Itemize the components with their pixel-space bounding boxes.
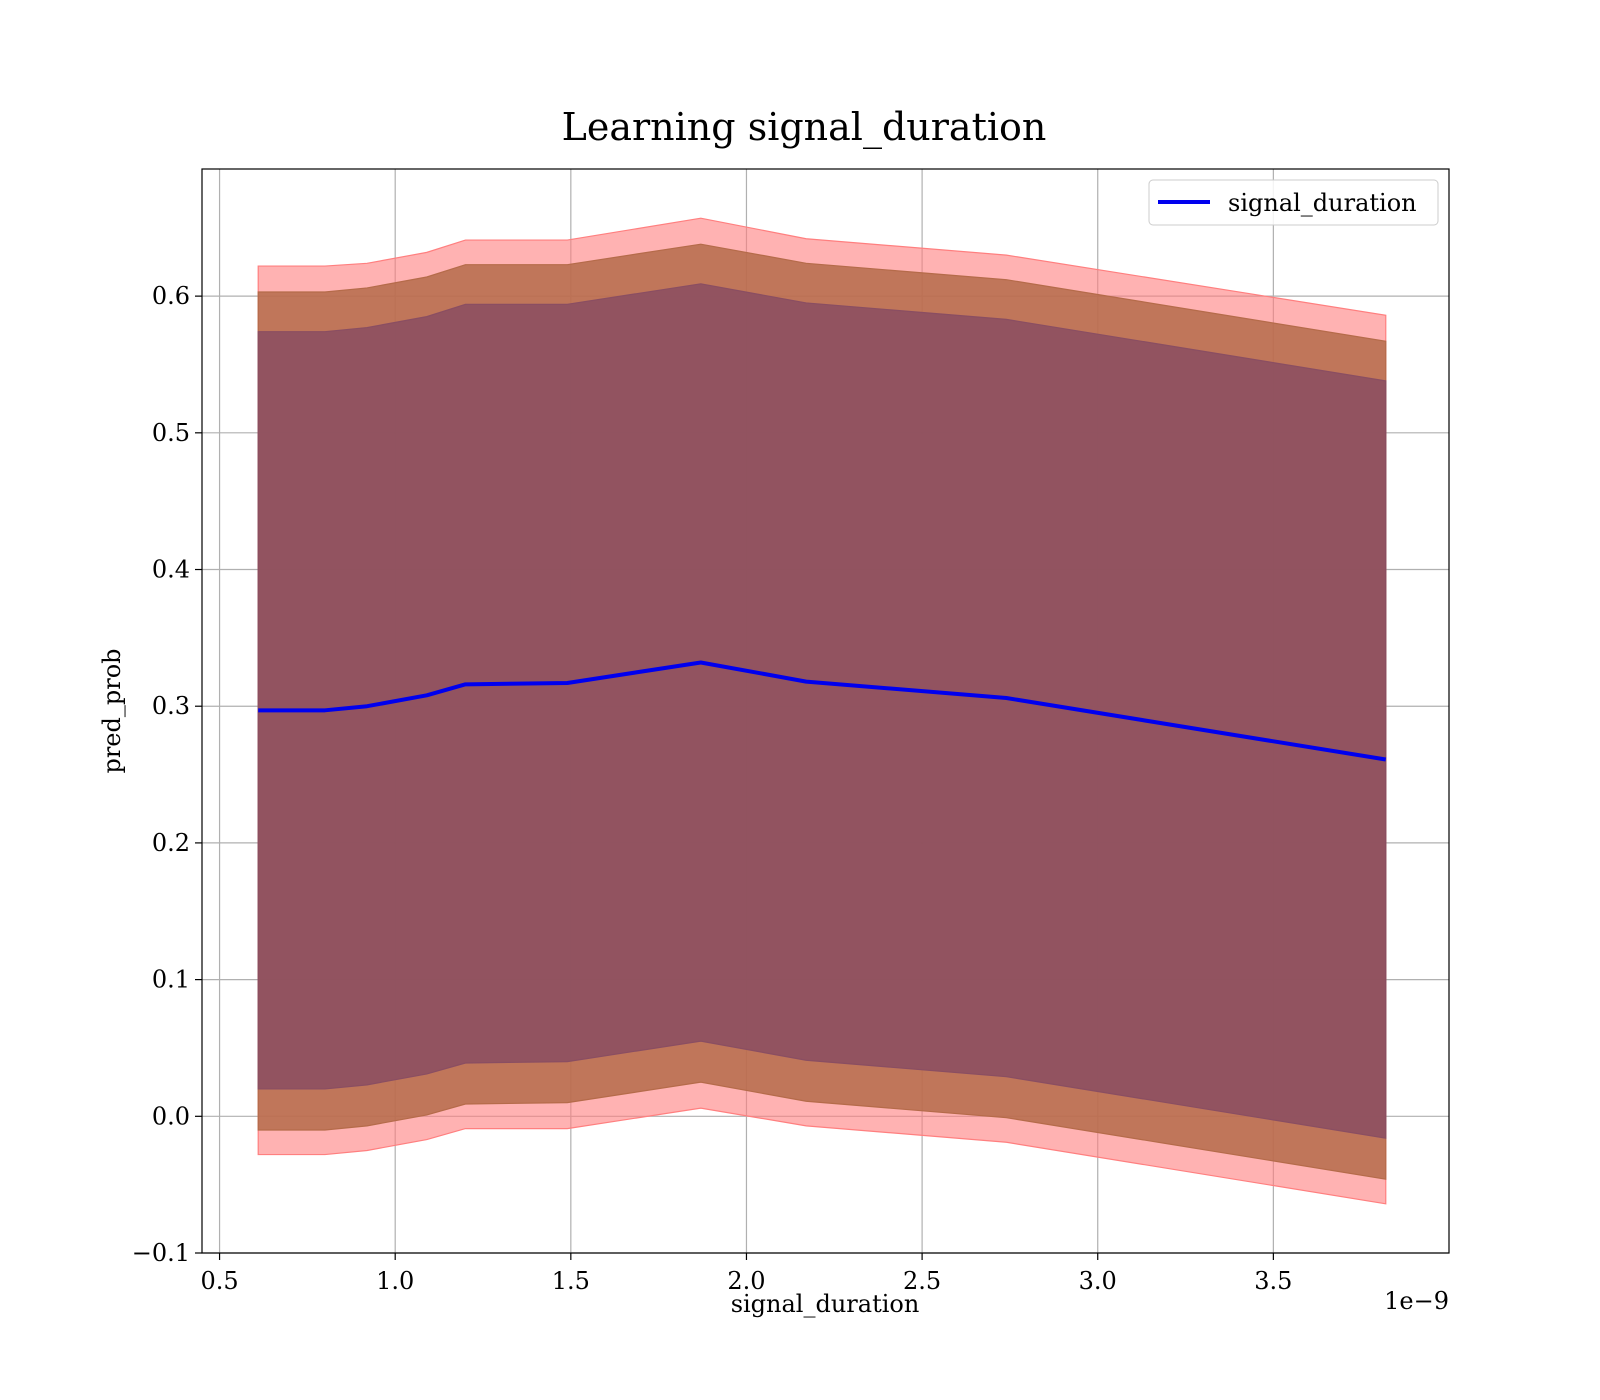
y-tick-label: 0.5 xyxy=(152,419,190,447)
x-tick-label: 2.5 xyxy=(903,1267,941,1295)
series-line-signal_duration xyxy=(258,660,1387,762)
band-layer xyxy=(257,217,1387,1205)
y-tick-label: 0.2 xyxy=(152,829,190,857)
x-tick-label: 1.0 xyxy=(376,1267,414,1295)
y-tick-label: 0.0 xyxy=(152,1102,190,1130)
line-layer xyxy=(258,660,1387,762)
plot-frame xyxy=(201,168,1450,1254)
tick-layer: 0.5 1.0 1.5 2.0 2.5 3.0 3.5 −0.1 0.0 0.1 0.2 0.3 0.4… xyxy=(132,282,1293,1295)
y-tick-label: 0.3 xyxy=(152,692,190,720)
y-tick-label: 0.6 xyxy=(152,282,190,310)
y-axis-label: pred_prob xyxy=(98,648,126,773)
chart-title: Learning signal_duration xyxy=(562,105,1047,150)
y-tick-label: 0.1 xyxy=(152,966,190,994)
x-tick-label: 2.0 xyxy=(727,1267,765,1295)
legend-box xyxy=(1148,179,1439,226)
y-tick-label: 0.4 xyxy=(152,556,190,584)
y-tick-label: −0.1 xyxy=(132,1239,190,1267)
legend: signal_duration xyxy=(1148,179,1439,226)
legend-label-signal_duration: signal_duration xyxy=(1228,189,1417,217)
x-tick-label: 1.5 xyxy=(552,1267,590,1295)
x-tick-label: 3.5 xyxy=(1254,1267,1292,1295)
x-tick-label: 3.0 xyxy=(1079,1267,1117,1295)
x-tick-label: 0.5 xyxy=(200,1267,238,1295)
x-offset-label: 1e−9 xyxy=(1384,1287,1449,1315)
confidence-band-3 xyxy=(257,283,1387,1139)
x-axis-label: signal_duration xyxy=(731,1290,920,1318)
